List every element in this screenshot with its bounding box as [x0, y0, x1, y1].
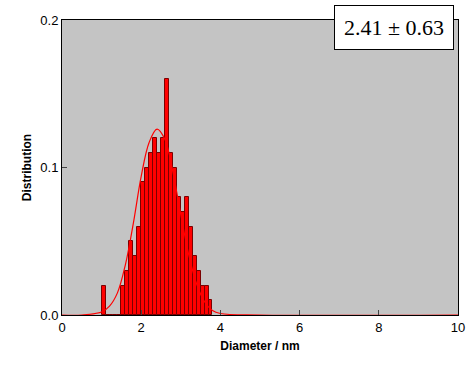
svg-text:4: 4 — [217, 320, 224, 335]
svg-text:6: 6 — [296, 320, 303, 335]
svg-text:2.41 ± 0.63: 2.41 ± 0.63 — [344, 15, 444, 40]
svg-text:Diameter / nm: Diameter / nm — [220, 339, 299, 353]
svg-text:8: 8 — [375, 320, 382, 335]
svg-text:2: 2 — [138, 320, 145, 335]
svg-text:Distribution: Distribution — [20, 134, 34, 201]
svg-text:0.2: 0.2 — [40, 13, 58, 28]
svg-text:0.1: 0.1 — [40, 160, 58, 175]
svg-text:10: 10 — [451, 320, 465, 335]
svg-text:0.0: 0.0 — [40, 308, 58, 323]
svg-text:0: 0 — [58, 320, 65, 335]
